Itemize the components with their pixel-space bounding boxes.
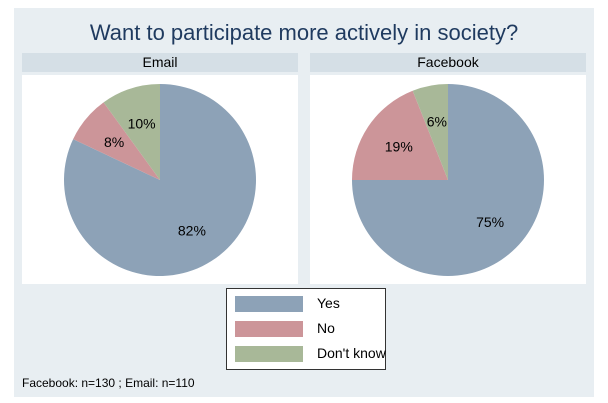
panel-header-facebook: Facebook	[310, 53, 586, 72]
legend-swatch-dont-know	[235, 346, 303, 362]
pie-panel-facebook: 75% 19% 6%	[310, 75, 586, 284]
legend-label-yes: Yes	[317, 295, 340, 311]
sample-size-note: Facebook: n=130 ; Email: n=110	[22, 376, 195, 390]
legend: Yes No Don't know	[226, 288, 386, 370]
slice-label-yes: 82%	[178, 222, 206, 238]
pie-panel-email: 82% 8% 10%	[22, 75, 298, 284]
pie-chart-email: 82% 8%10%	[64, 84, 257, 276]
pie-slice-dont-know	[103, 84, 160, 180]
legend-swatch-yes	[235, 296, 303, 312]
slice-label-dont-know: 6%	[427, 114, 447, 130]
slice-label-no: 19%	[385, 139, 413, 155]
panel-header-email: Email	[22, 53, 298, 72]
chart-figure: Want to participate more actively in soc…	[14, 8, 594, 397]
legend-label-dont-know: Don't know	[317, 345, 386, 361]
chart-title: Want to participate more actively in soc…	[89, 20, 519, 45]
pie-slice-yes	[64, 84, 257, 276]
pie-chart-facebook: 75% 19% 6%	[352, 84, 544, 276]
pie-slice-no	[352, 90, 448, 180]
pie-slice-no	[73, 102, 160, 180]
slice-label-yes: 75%	[476, 214, 504, 230]
slice-label-no: 8%	[104, 134, 124, 150]
pie-slice-dont-know	[412, 84, 448, 180]
legend-label-no: No	[317, 320, 335, 336]
slice-label-dont-know: 10%	[128, 115, 156, 131]
legend-swatch-no	[235, 321, 303, 337]
